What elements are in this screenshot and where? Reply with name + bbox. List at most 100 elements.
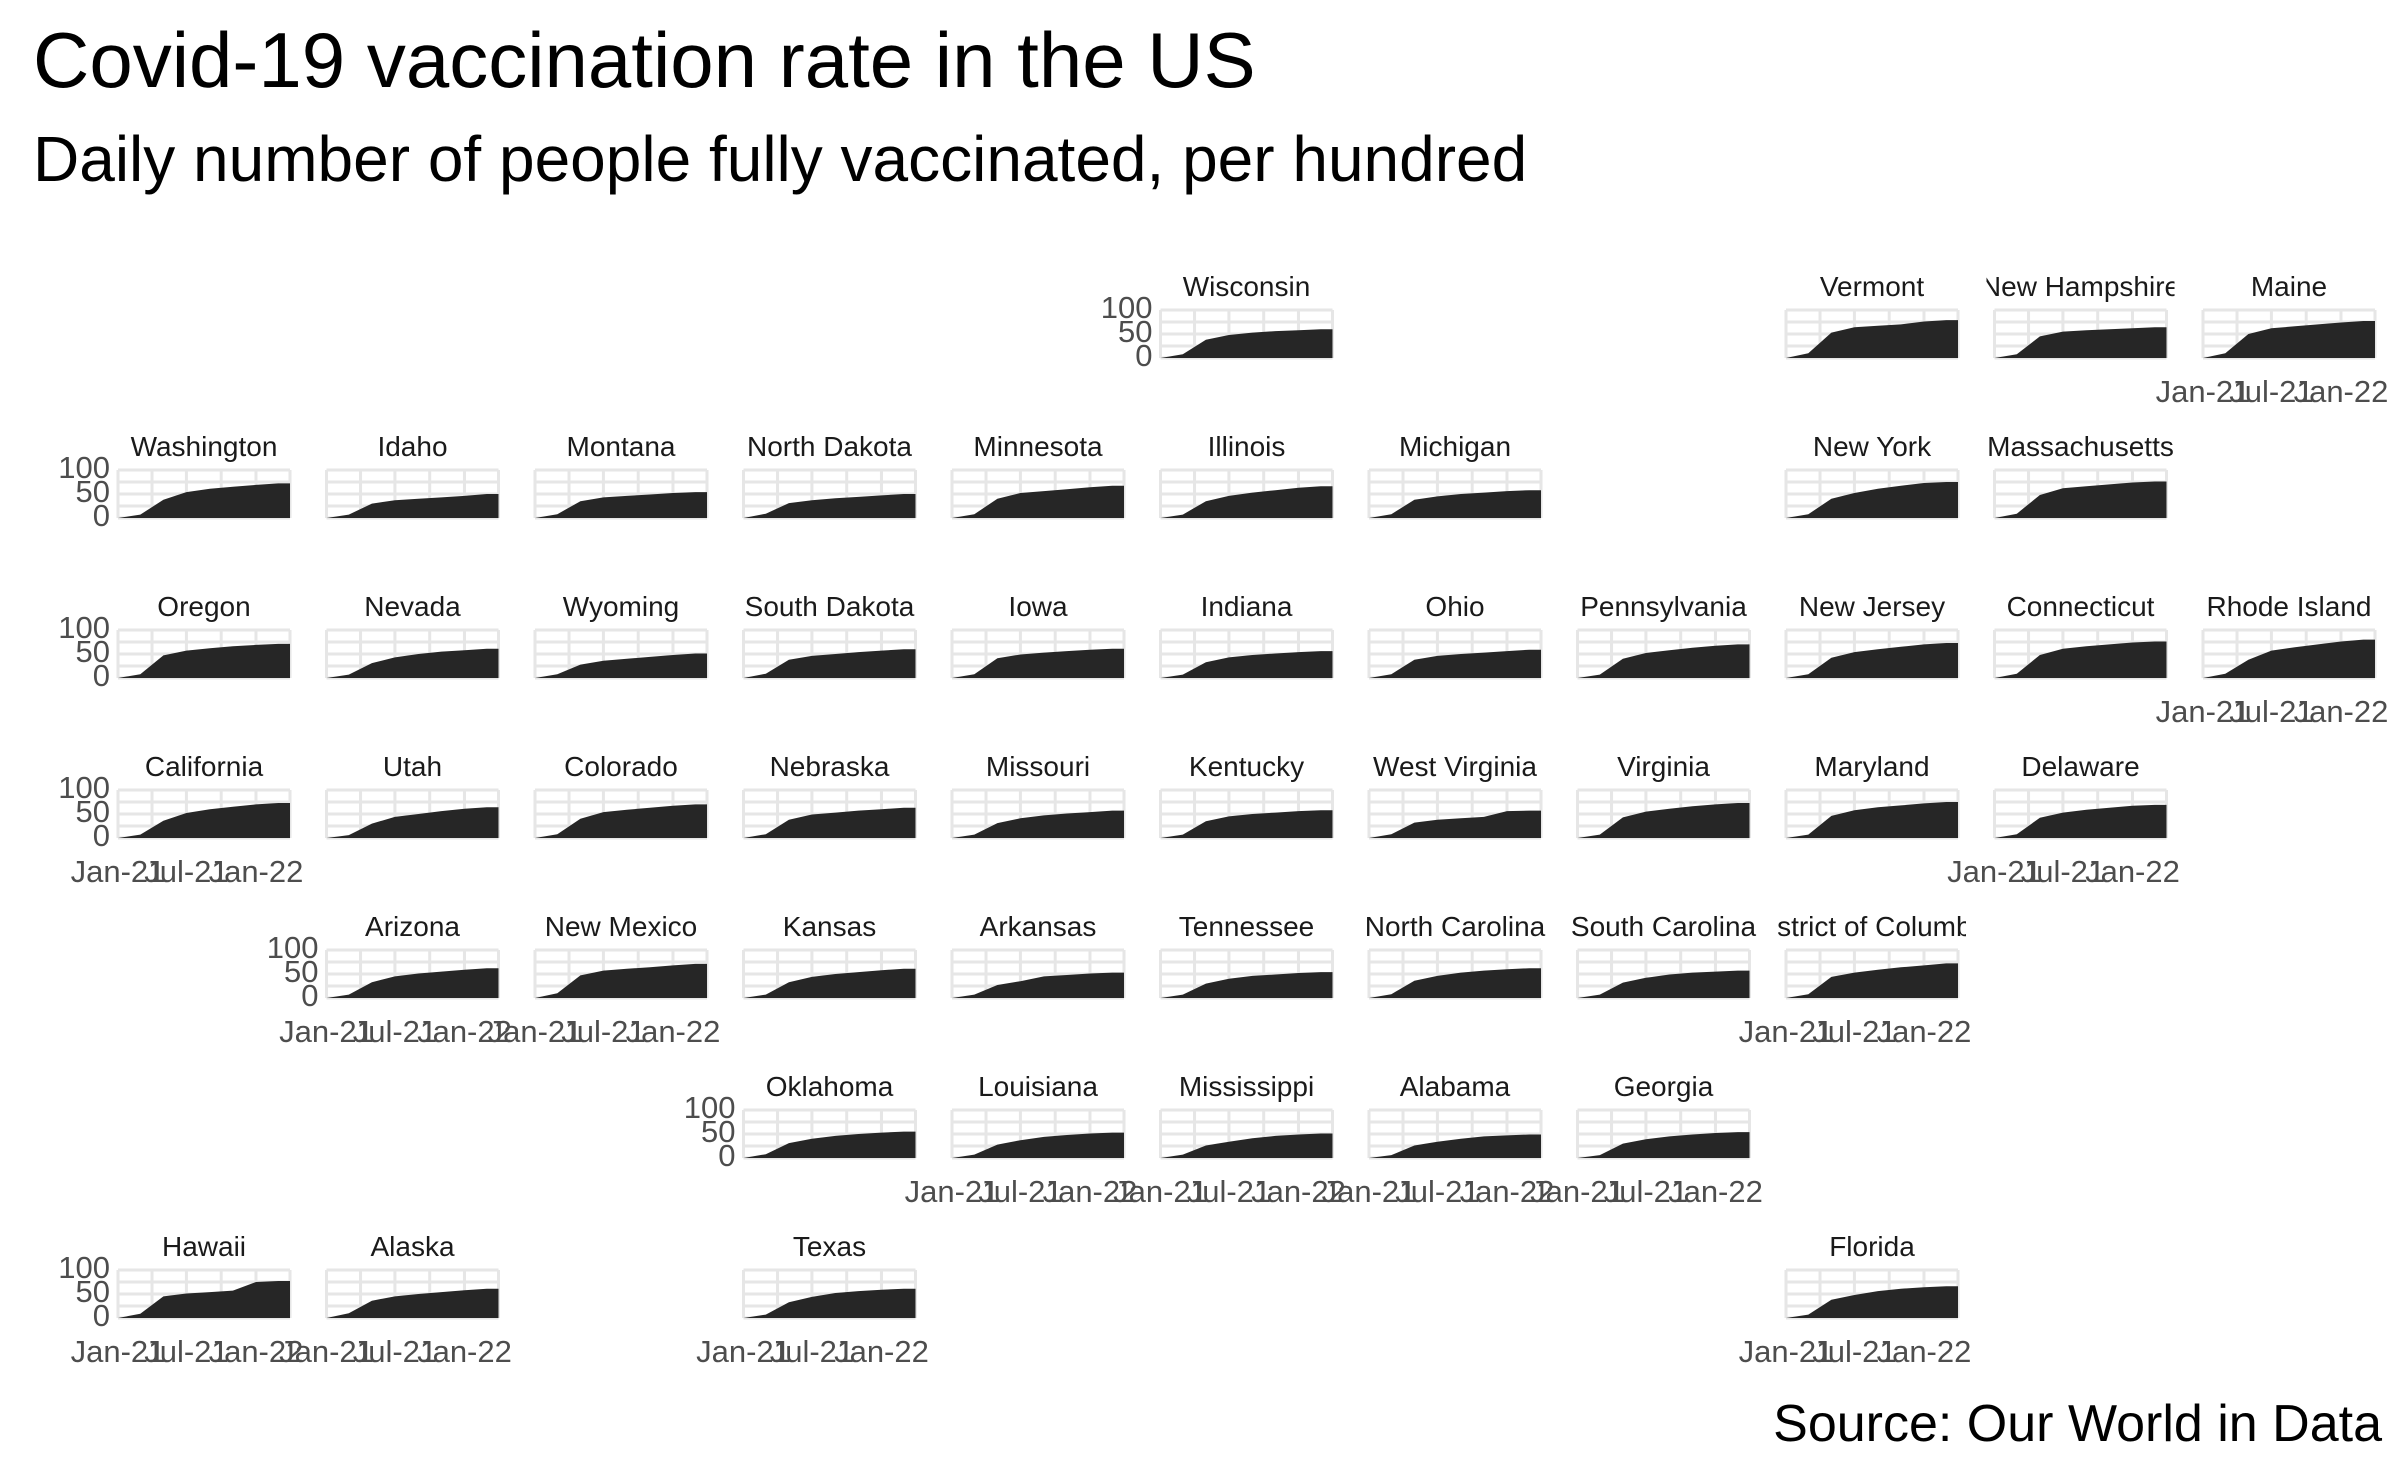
- strip-label: North Carolina: [1365, 911, 1546, 942]
- area-series: [743, 1131, 916, 1158]
- y-tick-label: 0: [301, 978, 318, 1013]
- facet-panel: New York: [1784, 431, 1960, 520]
- strip-label: Alabama: [1400, 1071, 1511, 1102]
- chart-subtitle: Daily number of people fully vaccinated,…: [33, 123, 1528, 195]
- x-tick-label: Jan-22: [417, 1014, 512, 1049]
- facet-panel: Virginia: [1576, 751, 1751, 840]
- area-series: [118, 643, 290, 678]
- area-series: [743, 649, 916, 678]
- facet-panel: Connecticut: [1993, 591, 2168, 680]
- x-tick-label: Jul-21: [144, 854, 228, 889]
- area-series: [1786, 1286, 1958, 1318]
- facet-panel: Nevada: [325, 591, 500, 680]
- area-series: [1369, 968, 1541, 998]
- strip-label: West Virginia: [1373, 751, 1537, 782]
- x-tick-label: Jan-22: [1877, 1014, 1972, 1049]
- x-tick-label: Jan-22: [417, 1334, 512, 1369]
- x-tick-label: Jan-21: [71, 1334, 166, 1369]
- x-tick-label: Jan-22: [1460, 1174, 1555, 1209]
- x-tick-label: Jul-21: [144, 1334, 228, 1369]
- x-tick-label: Jul-21: [1812, 1014, 1896, 1049]
- x-tick-label: Jan-22: [2294, 374, 2389, 409]
- strip-label: Virginia: [1617, 751, 1710, 782]
- strip-label: Connecticut: [2007, 591, 2155, 622]
- y-tick-label: 100: [58, 770, 110, 805]
- strip-label: Hawaii: [162, 1231, 246, 1262]
- x-tick-label: Jan-21: [71, 854, 166, 889]
- x-tick-label: Jan-22: [209, 854, 304, 889]
- area-series: [1577, 803, 1750, 838]
- area-series: [535, 653, 707, 678]
- area-series: [1786, 643, 1958, 678]
- area-series: [1994, 481, 2167, 518]
- area-series: [1786, 963, 1958, 998]
- x-tick-label: Jan-22: [1251, 1174, 1346, 1209]
- strip-label: Nebraska: [770, 751, 890, 782]
- area-series: [535, 963, 707, 998]
- area-series: [743, 807, 916, 838]
- strip-label: South Carolina: [1571, 911, 1757, 942]
- area-series: [2203, 639, 2375, 678]
- strip-label: Michigan: [1399, 431, 1511, 462]
- x-tick-label: Jan-22: [1877, 1334, 1972, 1369]
- y-tick-label: 50: [1118, 314, 1152, 349]
- strip-label: Maine: [2251, 271, 2327, 302]
- x-tick-label: Jan-21: [1113, 1174, 1208, 1209]
- area-series: [1369, 1134, 1541, 1158]
- strip-label: Massachusetts: [1987, 431, 2174, 462]
- facet-panel: South Carolina: [1571, 911, 1757, 1000]
- y-tick-label: 50: [76, 634, 110, 669]
- y-tick-label: 100: [58, 1250, 110, 1285]
- y-tick-label: 100: [684, 1090, 736, 1125]
- y-tick-label: 0: [718, 1138, 735, 1173]
- area-series: [1160, 651, 1333, 678]
- strip-label: Pennsylvania: [1580, 591, 1747, 622]
- y-tick-label: 0: [93, 498, 110, 533]
- facet-panel: Wyoming: [533, 591, 709, 680]
- area-series: [2203, 321, 2375, 358]
- facet-panel: Montana: [533, 431, 709, 520]
- area-series: [326, 1288, 499, 1318]
- y-tick-label: 0: [93, 818, 110, 853]
- x-tick-label: Jan-22: [626, 1014, 721, 1049]
- y-tick-label: 50: [76, 1274, 110, 1309]
- x-tick-label: Jan-22: [209, 1334, 304, 1369]
- facet-panel: Nebraska: [742, 751, 917, 840]
- area-series: [1160, 810, 1333, 838]
- x-tick-label: Jan-21: [488, 1014, 583, 1049]
- area-series: [1994, 804, 2167, 838]
- facet-panel: Arkansas: [950, 911, 1126, 1000]
- y-tick-label: 50: [701, 1114, 735, 1149]
- x-tick-label: Jan-21: [905, 1174, 1000, 1209]
- x-tick-label: Jul-21: [1812, 1334, 1896, 1369]
- x-tick-label: Jan-21: [1530, 1174, 1625, 1209]
- strip-label: Arkansas: [980, 911, 1097, 942]
- area-series: [952, 1132, 1124, 1158]
- y-tick-label: 100: [1101, 290, 1153, 325]
- strip-label: California: [145, 751, 264, 782]
- x-tick-label: Jan-22: [2294, 694, 2389, 729]
- strip-label: Wyoming: [563, 591, 679, 622]
- strip-label: Delaware: [2021, 751, 2139, 782]
- y-tick-label: 50: [76, 474, 110, 509]
- x-tick-label: Jan-21: [696, 1334, 791, 1369]
- strip-label: Louisiana: [978, 1071, 1098, 1102]
- x-tick-label: Jan-21: [1739, 1014, 1834, 1049]
- area-series: [952, 648, 1124, 678]
- area-series: [1369, 490, 1541, 518]
- facet-panel: Ohio: [1367, 591, 1543, 680]
- strip-label: Minnesota: [973, 431, 1103, 462]
- y-tick-label: 50: [284, 954, 318, 989]
- area-series: [1994, 641, 2167, 678]
